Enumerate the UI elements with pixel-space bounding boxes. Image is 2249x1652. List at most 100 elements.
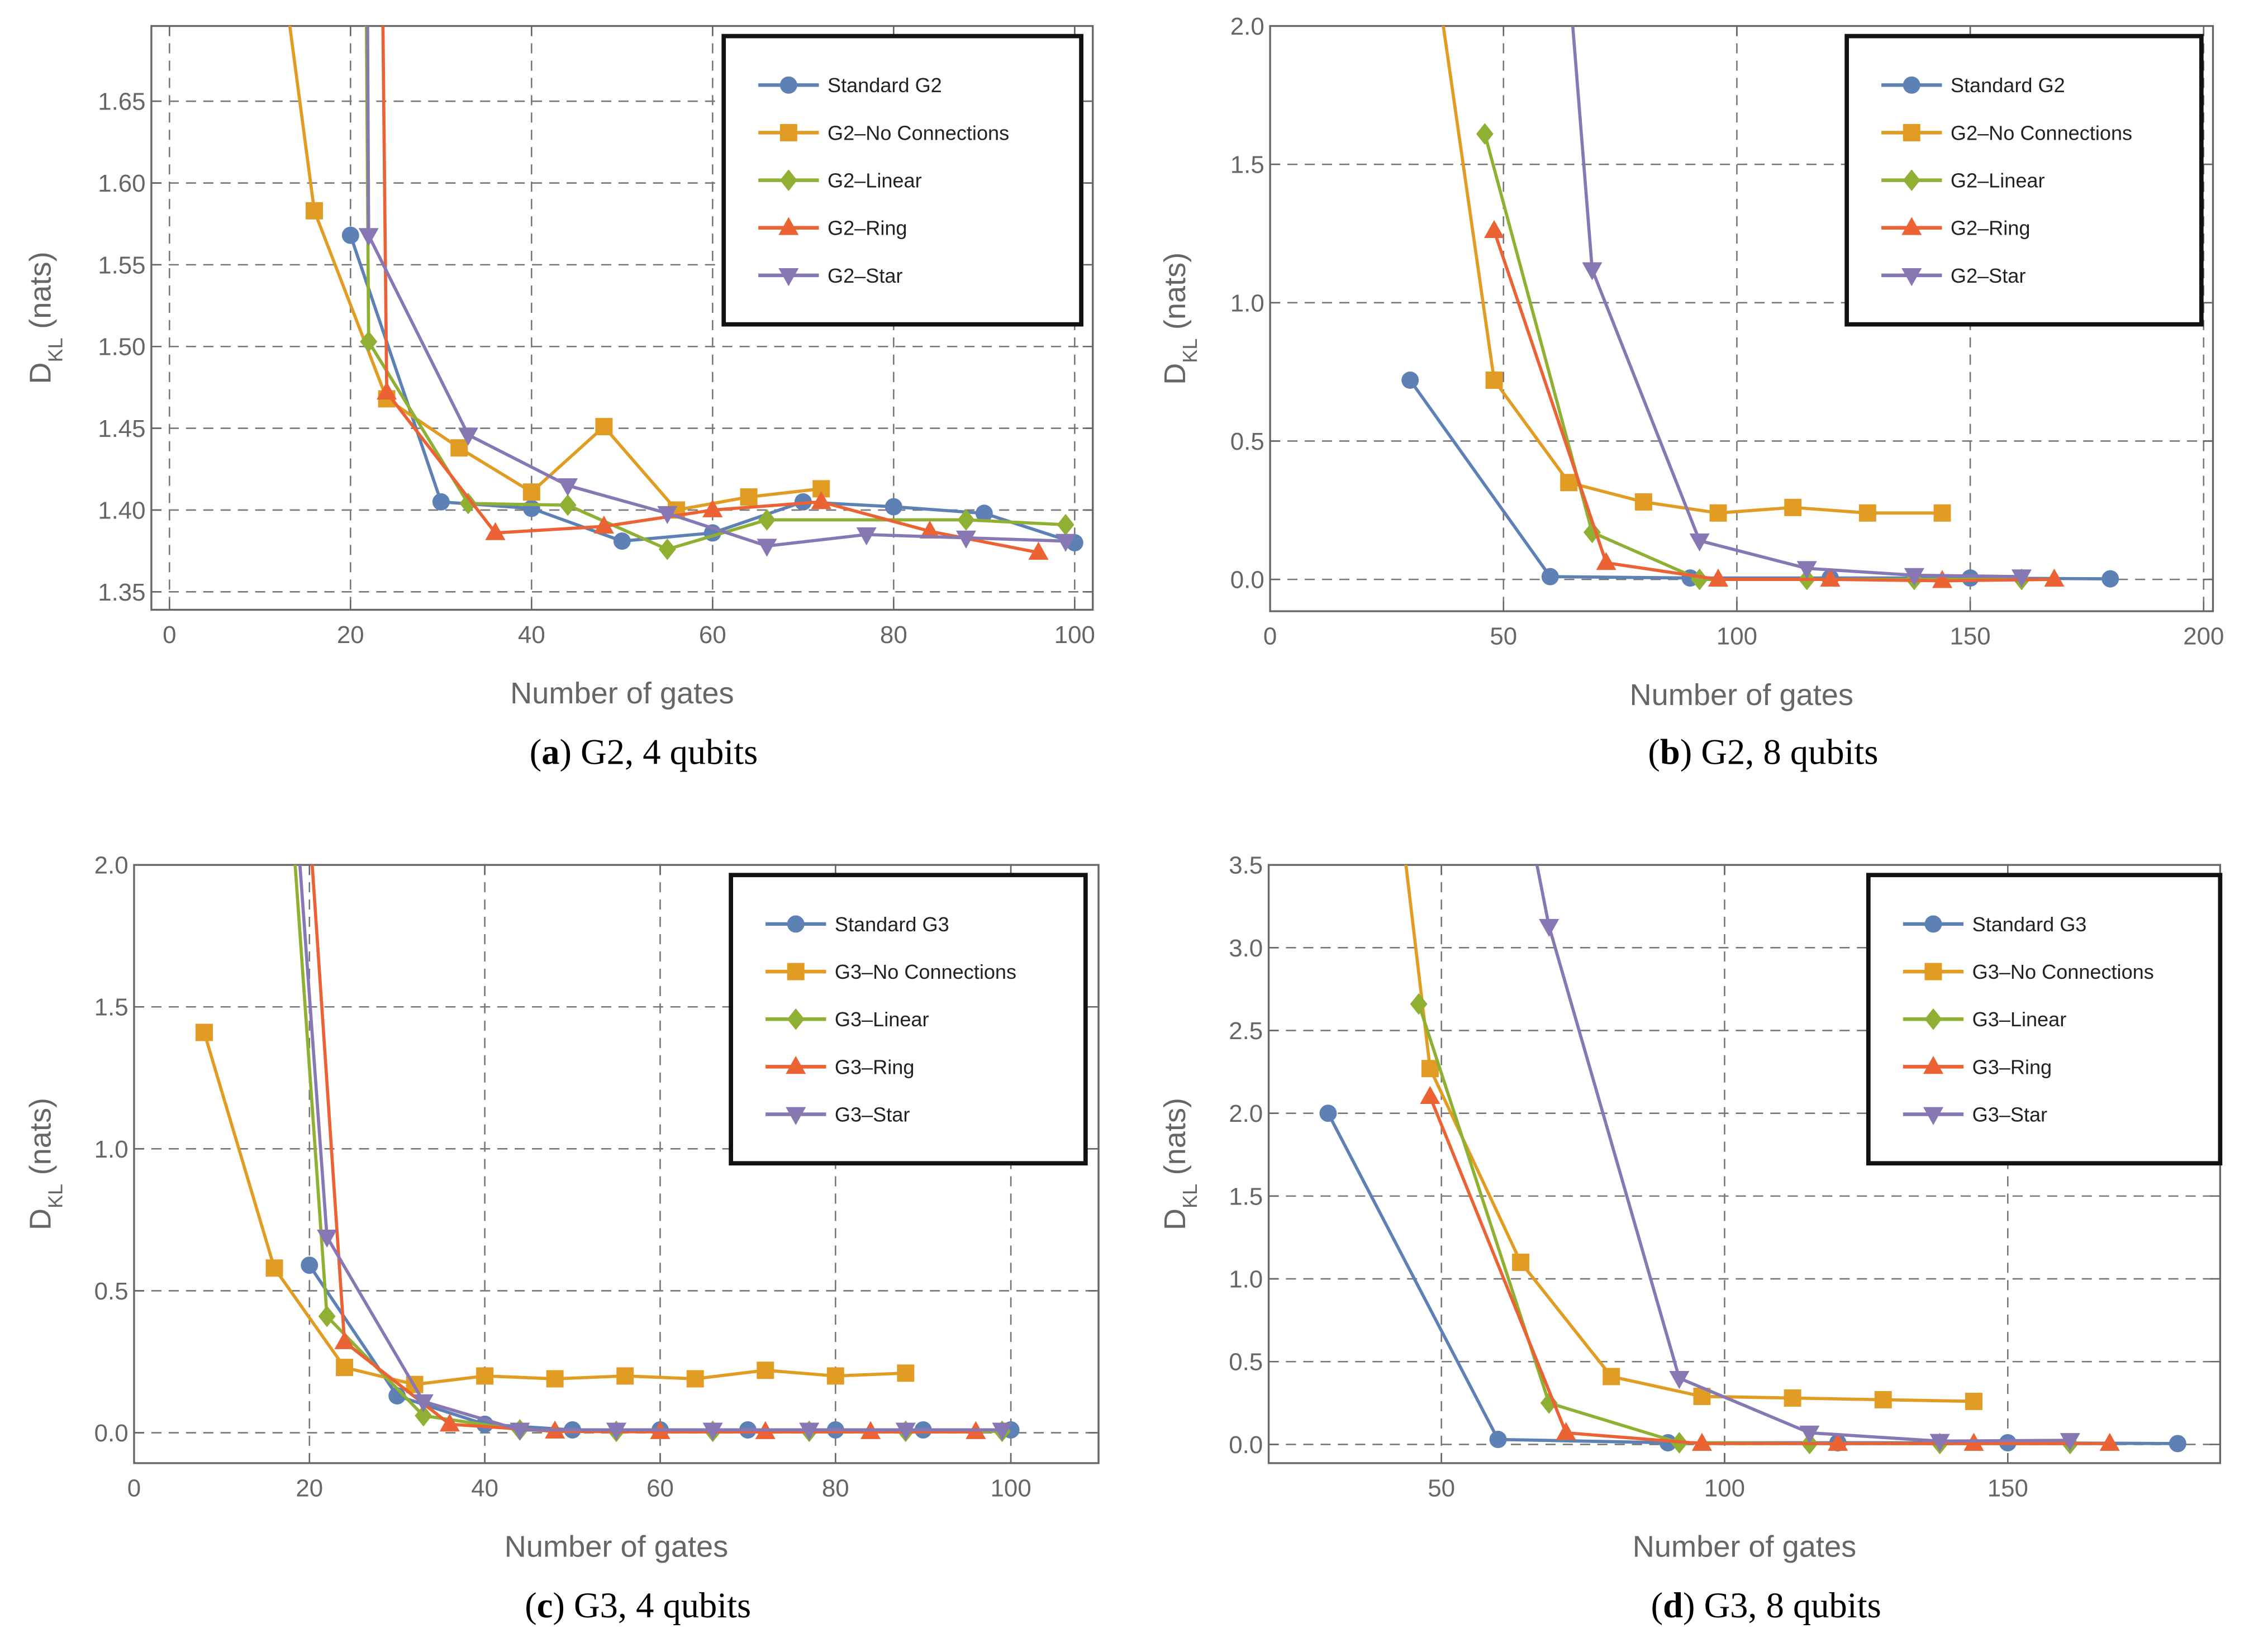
data-point-standard: [613, 532, 631, 550]
series-line-ring: [1492, 230, 2055, 583]
series-line-star: [1571, 26, 2022, 578]
data-point-star: [606, 1422, 627, 1441]
caption-paren: ): [1683, 1586, 1704, 1625]
data-point-ring: [2044, 568, 2065, 587]
data-point-standard: [1489, 1431, 1507, 1449]
data-point-noconn: [616, 1367, 634, 1385]
legend: Standard G3 G3–No Connections G3–Linear G3–…: [1866, 873, 2223, 1166]
legend-label: G3–No Connections: [835, 960, 1016, 983]
data-point-standard: [432, 493, 450, 511]
caption-tag: d: [1663, 1586, 1683, 1625]
chart-panel-a: 0 20 40 60 80 100 1.35 1.40 1.45 1.50 1.55 1.60 1.65…: [23, 25, 1095, 772]
legend-marker-star: [778, 268, 799, 287]
y-label-subscript: KL: [1178, 1184, 1201, 1208]
data-point-noconn: [740, 488, 758, 506]
data-point-ring: [1484, 220, 1505, 238]
legend-label: Standard G2: [828, 74, 942, 97]
data-point-ring: [485, 522, 506, 540]
data-point-standard: [341, 226, 359, 244]
data-point-noconn: [196, 1023, 213, 1041]
data-point-noconn: [897, 1364, 915, 1382]
data-point-star: [358, 228, 379, 246]
data-point-noconn: [1485, 372, 1503, 389]
data-point-star: [992, 1422, 1012, 1441]
data-point-ring: [702, 499, 723, 517]
data-point-star: [413, 1394, 434, 1412]
caption-paren: ): [553, 1586, 574, 1625]
caption-text: G3, 8 qubits: [1704, 1586, 1881, 1625]
legend-label: G2–Ring: [1951, 217, 2031, 240]
caption-text: G3, 4 qubits: [574, 1586, 751, 1625]
data-point-star: [1929, 1434, 1950, 1452]
y-label-main: D: [23, 363, 57, 384]
data-point-star: [955, 530, 976, 549]
data-point-star: [757, 539, 777, 557]
x-tick-label: 150: [1950, 622, 1991, 650]
legend-marker-star: [1923, 1107, 1944, 1125]
y-tick-label: 1.5: [1229, 1183, 1263, 1210]
y-axis-label: DKL (nats): [1158, 1098, 1201, 1230]
data-point-standard: [1401, 372, 1419, 389]
x-tick-label: 80: [822, 1474, 849, 1502]
data-point-standard: [1541, 568, 1559, 585]
data-point-ring: [1596, 552, 1616, 570]
legend-label: G2–Linear: [1951, 169, 2045, 192]
data-point-star: [2011, 569, 2032, 588]
legend-marker-noconn: [1903, 123, 1920, 141]
y-label-subscript: KL: [1178, 339, 1201, 363]
y-tick-label: 1.60: [98, 170, 145, 197]
y-tick-label: 1.0: [1230, 289, 1264, 317]
legend-label: G2–No Connections: [828, 121, 1009, 144]
data-point-noconn: [1421, 1060, 1439, 1078]
caption-tag: b: [1660, 732, 1680, 772]
data-point-linear: [957, 509, 975, 531]
data-point-linear: [274, 684, 292, 706]
legend-marker-star: [1901, 268, 1922, 287]
data-point-noconn: [1784, 498, 1802, 516]
y-tick-label: 1.40: [98, 497, 145, 524]
y-tick-label: 0.5: [94, 1278, 129, 1305]
y-axis-label: DKL (nats): [23, 1098, 66, 1230]
legend-label: G3–Ring: [1972, 1055, 2052, 1078]
data-point-ring: [1028, 541, 1049, 560]
series-line-noconn: [1442, 26, 1942, 515]
data-point-star: [856, 527, 877, 546]
legend-marker-noconn: [779, 123, 797, 141]
x-tick-label: 0: [127, 1474, 141, 1502]
data-point-noconn: [265, 1259, 283, 1277]
data-point-star: [1511, 775, 1531, 793]
caption-tag: c: [537, 1586, 553, 1625]
x-tick-label: 60: [699, 621, 726, 649]
data-point-ring: [1691, 1432, 1712, 1451]
caption-text: G2, 4 qubits: [581, 732, 758, 772]
caption-paren: (: [1648, 732, 1660, 772]
y-tick-label: 1.0: [1229, 1266, 1263, 1293]
legend-label: G2–Linear: [828, 169, 922, 192]
x-axis-label: Number of gates: [1633, 1530, 1856, 1564]
legend-marker-ring: [786, 1056, 806, 1074]
data-point-standard: [975, 504, 993, 522]
data-point-star: [1689, 533, 1710, 552]
data-point-star: [657, 506, 678, 525]
data-point-star: [1055, 534, 1076, 552]
data-point-star: [277, 687, 297, 705]
legend: Standard G2 G2–No Connections G2–Linear G2–…: [1844, 34, 2204, 327]
legend-marker-ring: [778, 217, 799, 235]
data-point-noconn: [1512, 1253, 1530, 1271]
data-point-standard: [522, 499, 540, 517]
data-point-star: [799, 1422, 820, 1441]
data-point-ring: [1556, 1422, 1576, 1440]
data-point-noconn: [757, 1361, 774, 1379]
y-tick-label: 0.0: [1230, 566, 1264, 594]
y-tick-label: 0.5: [1230, 428, 1264, 455]
data-point-ring: [291, 684, 311, 702]
y-tick-label: 1.35: [98, 579, 145, 606]
legend-marker-noconn: [787, 963, 805, 980]
data-point-star: [458, 427, 478, 446]
chart-panel-d: 50 100 150 0.0 0.5 1.0 1.5 2.0 2.5 3.0 3.5 Number o…: [1158, 775, 2223, 1625]
x-tick-label: 20: [337, 621, 364, 649]
data-point-star: [2060, 1433, 2080, 1451]
x-tick-label: 20: [296, 1474, 323, 1502]
legend-marker-standard: [1924, 915, 1942, 933]
